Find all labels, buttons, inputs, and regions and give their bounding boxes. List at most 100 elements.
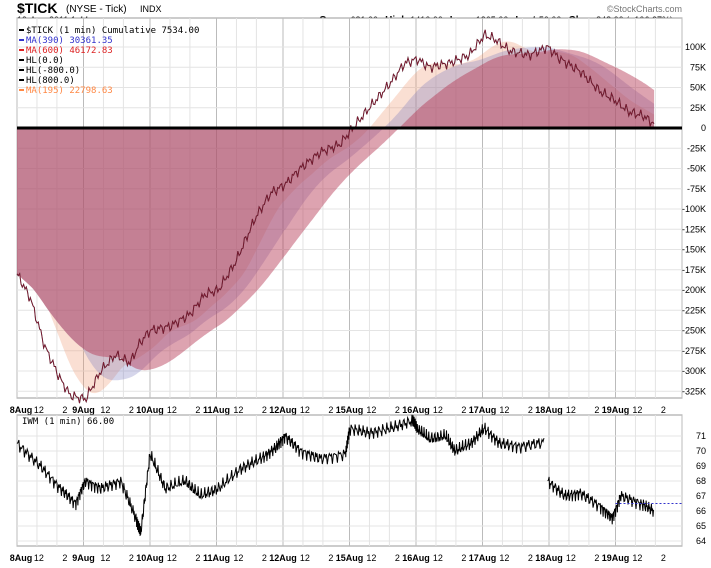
x-tick-label-lower: 9Aug — [72, 553, 95, 563]
x-tick-label-lower: 12Aug — [269, 553, 297, 563]
legend-item: HL(800.0) — [26, 76, 75, 86]
y-tick-label: -150K — [682, 245, 706, 255]
y-tick-label: -225K — [682, 305, 706, 315]
x-tick-label: 8Aug — [10, 405, 33, 415]
x-tick-label-lower: 2 — [594, 553, 599, 563]
legend: $TICK (1 min) Cumulative 7534.00MA(390) … — [19, 26, 199, 96]
iwm-panel: 71 70 69 68 67 66 65 64 — [16, 414, 706, 547]
x-tick-label-lower: 2 — [195, 553, 200, 563]
y-tick-label: 64 — [696, 536, 706, 546]
y-tick-label: -100K — [682, 204, 706, 214]
x-tick-label-lower: 2 — [129, 553, 134, 563]
x-tick-label-lower: 12 — [566, 553, 576, 563]
x-tick-label: 12 — [100, 405, 110, 415]
x-tick-label: 10Aug — [136, 405, 164, 415]
y-tick-label: -250K — [682, 326, 706, 336]
symbol-desc: (NYSE - Tick) — [66, 4, 127, 15]
y-tick-label: -275K — [682, 346, 706, 356]
x-tick-label-lower: 12 — [233, 553, 243, 563]
x-tick-label: 12 — [366, 405, 376, 415]
x-tick-label-lower: 2 — [62, 553, 67, 563]
iwm-price-line — [16, 414, 545, 537]
x-tick-label: 12 — [233, 405, 243, 415]
x-tick-label-lower: 12 — [34, 553, 44, 563]
y-tick-label: 25K — [690, 103, 706, 113]
x-tick-label: 12 — [632, 405, 642, 415]
x-tick-label: 12 — [499, 405, 509, 415]
iwm-price-line — [547, 476, 654, 525]
symbol: $TICK — [17, 0, 57, 16]
x-tick-label-lower: 12 — [100, 553, 110, 563]
x-tick-label-lower: 15Aug — [336, 553, 364, 563]
x-tick-label-lower: 10Aug — [136, 553, 164, 563]
x-tick-label: 2 — [528, 405, 533, 415]
x-tick-label: 19Aug — [602, 405, 630, 415]
legend-item: MA(195) 22798.63 — [26, 86, 113, 96]
x-tick-label: 12 — [566, 405, 576, 415]
x-tick-label: 12 — [433, 405, 443, 415]
x-tick-label: 2 — [62, 405, 67, 415]
x-tick-label: 9Aug — [72, 405, 95, 415]
y-tick-label: 100K — [685, 42, 706, 52]
x-tick-label-lower: 19Aug — [602, 553, 630, 563]
legend-item: $TICK (1 min) Cumulative 7534.00 — [26, 26, 199, 36]
x-tick-label: 2 — [661, 405, 666, 415]
x-tick-label-lower: 12 — [433, 553, 443, 563]
x-tick-label: 11Aug — [203, 405, 230, 415]
x-tick-label: 12 — [300, 405, 310, 415]
x-tick-label-lower: 8Aug — [10, 553, 33, 563]
x-tick-label: 17Aug — [469, 405, 497, 415]
x-tick-label: 16Aug — [402, 405, 430, 415]
y-tick-label: 50K — [690, 83, 706, 93]
y-tick-label: 67 — [696, 491, 706, 501]
x-tick-label: 12 — [34, 405, 44, 415]
x-tick-label: 2 — [262, 405, 267, 415]
x-tick-label-lower: 12 — [499, 553, 509, 563]
x-tick-label: 2 — [129, 405, 134, 415]
x-tick-label-lower: 12 — [300, 553, 310, 563]
ma390-area — [17, 47, 655, 381]
x-tick-label-lower: 2 — [262, 553, 267, 563]
brand-logo: ©StockCharts.com — [607, 4, 682, 14]
x-tick-label-lower: 2 — [661, 553, 666, 563]
legend-item: MA(390) 30361.35 — [26, 36, 113, 46]
legend-item: HL(-800.0) — [26, 66, 80, 76]
y-tick-label: 68 — [696, 476, 706, 486]
x-tick-label: 2 — [195, 405, 200, 415]
y-tick-label: -25K — [687, 143, 706, 153]
x-tick-label: 12 — [167, 405, 177, 415]
y-tick-label: 69 — [696, 461, 706, 471]
x-tick-label-lower: 2 — [528, 553, 533, 563]
y-tick-label: 65 — [696, 521, 706, 531]
legend-item: HL(0.0) — [26, 56, 64, 66]
x-tick-label: 2 — [395, 405, 400, 415]
x-tick-label-lower: 16Aug — [402, 553, 430, 563]
y-tick-label: -300K — [682, 366, 706, 376]
y-tick-label: 75K — [690, 62, 706, 72]
tick-panel: 100K 75K 50K 25K 0 -25K -50K -75K -100K -125K -150… — [10, 17, 706, 563]
y-tick-label: -50K — [687, 164, 706, 174]
x-tick-label-lower: 12 — [167, 553, 177, 563]
y-tick-label: 71 — [696, 431, 706, 441]
x-tick-label: 12Aug — [269, 405, 297, 415]
x-tick-label: 2 — [328, 405, 333, 415]
ma600-area — [17, 49, 655, 371]
x-tick-label-lower: 12 — [366, 553, 376, 563]
lower-legend: IWM (1 min) 66.00 — [22, 417, 114, 427]
x-tick-label-lower: 2 — [461, 553, 466, 563]
y-tick-label: -75K — [687, 184, 706, 194]
x-tick-label-lower: 17Aug — [469, 553, 497, 563]
x-tick-label-lower: 18Aug — [535, 553, 563, 563]
x-tick-label: 2 — [594, 405, 599, 415]
x-tick-label-lower: 2 — [328, 553, 333, 563]
x-tick-label-lower: 12 — [632, 553, 642, 563]
y-tick-label: -200K — [682, 285, 706, 295]
x-tick-label: 15Aug — [336, 405, 364, 415]
x-tick-label: 18Aug — [535, 405, 563, 415]
y-tick-label: -125K — [682, 224, 706, 234]
x-tick-label-lower: 11Aug — [203, 553, 230, 563]
x-tick-label-lower: 2 — [395, 553, 400, 563]
x-tick-label: 2 — [461, 405, 466, 415]
